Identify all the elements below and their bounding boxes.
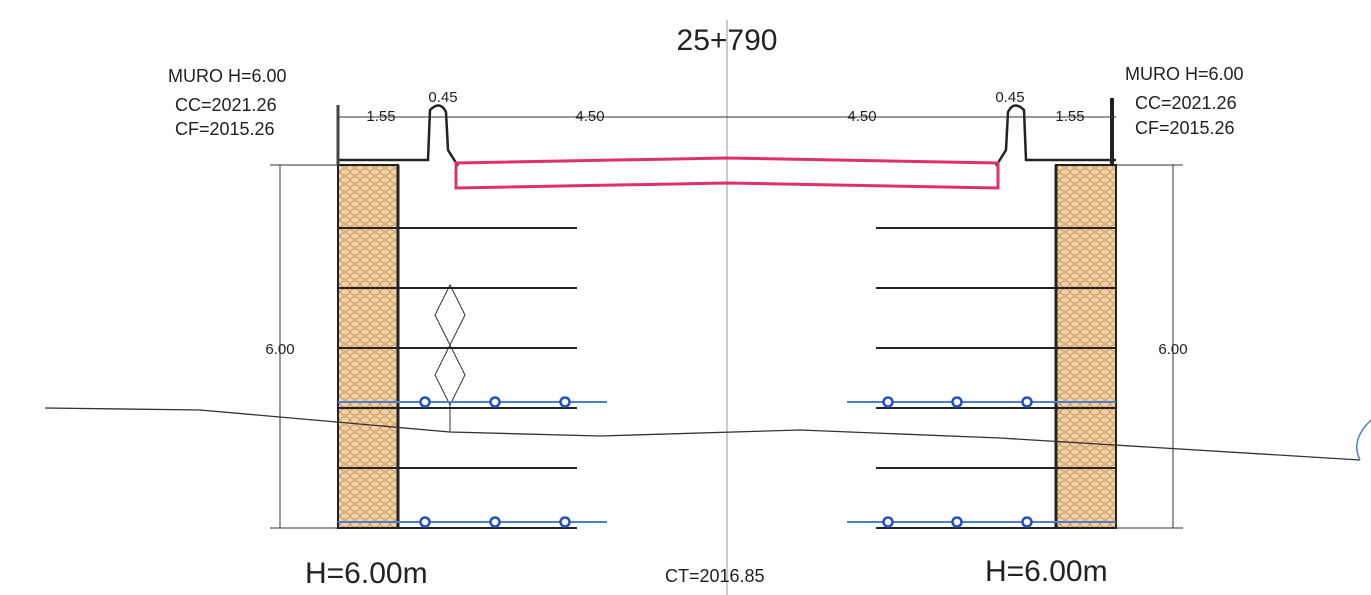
reinforcement-part: [559, 396, 571, 408]
wall-label: MURO H=6.00: [168, 66, 287, 86]
dimension: 1.55: [366, 108, 395, 125]
ground-line: [44, 407, 1361, 461]
foundation-level: CF=2015.26: [1135, 118, 1235, 138]
wall-label: MURO H=6.00: [1125, 64, 1244, 84]
foundation-level: CF=2015.26: [175, 119, 275, 139]
dimension-lines: [270, 116, 1183, 529]
left-wall: [336, 104, 466, 529]
reinforcement-part: [1021, 396, 1033, 408]
reinforcement-part: [882, 516, 894, 528]
dimension: 4.50: [575, 108, 604, 125]
reinforcement-part: [419, 516, 431, 528]
reinforcement: [338, 227, 1116, 529]
crest-level: CC=2021.26: [175, 95, 277, 115]
wall-height: H=6.00m: [985, 555, 1108, 588]
reinforcement-part: [951, 396, 963, 408]
reinforcement-part: [489, 516, 501, 528]
dimension: 0.45: [428, 89, 457, 106]
reinforcement-part: [882, 396, 894, 408]
height-dimension: 6.00: [1158, 341, 1187, 358]
reinforcement-part: [489, 396, 501, 408]
reinforcement-part: [1021, 516, 1033, 528]
reinforcement-part: [419, 396, 431, 408]
title: 25+790: [677, 24, 778, 57]
wall-height: H=6.00m: [305, 557, 428, 590]
reinforcement-part: [559, 516, 571, 528]
dimension: 4.50: [847, 108, 876, 125]
terrain-level: CT=2016.85: [665, 566, 765, 586]
right-wall: [994, 98, 1117, 529]
height-dimension: 6.00: [265, 341, 294, 358]
slab: [454, 156, 1000, 190]
reinforcement-part: [951, 516, 963, 528]
dimension: 0.45: [995, 89, 1024, 106]
crest-level: CC=2021.26: [1135, 93, 1237, 113]
dimension: 1.55: [1055, 108, 1084, 125]
